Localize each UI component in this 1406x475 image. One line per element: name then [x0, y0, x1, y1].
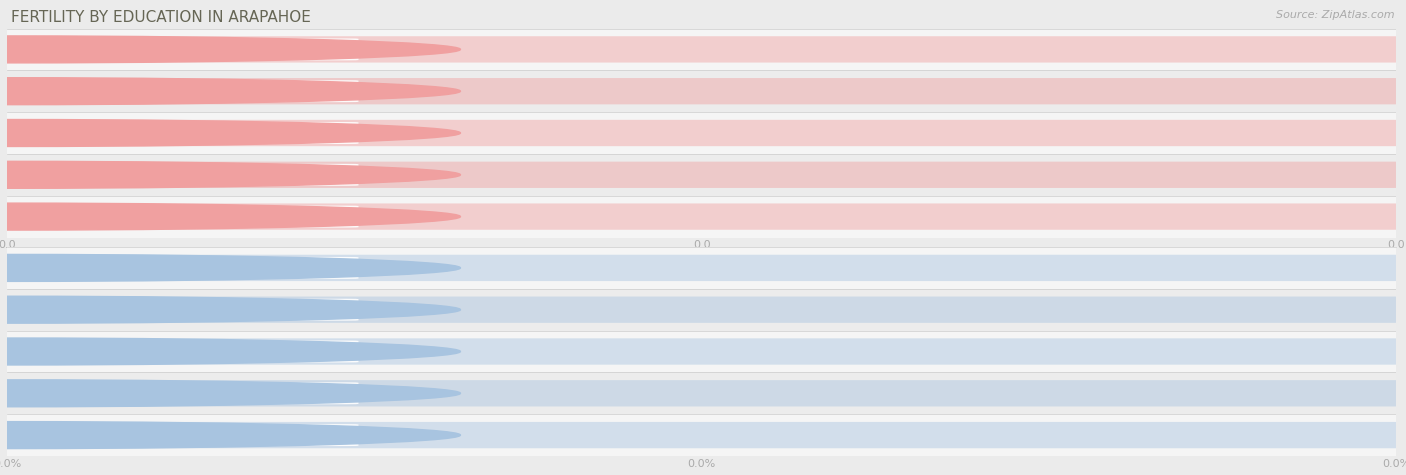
- Text: College or Associate's Degree: College or Associate's Degree: [120, 128, 269, 138]
- Circle shape: [0, 380, 460, 407]
- Text: FERTILITY BY EDUCATION IN ARAPAHOE: FERTILITY BY EDUCATION IN ARAPAHOE: [11, 10, 311, 25]
- Bar: [7, 247, 1396, 289]
- Circle shape: [0, 78, 460, 104]
- Text: 0.0: 0.0: [382, 44, 401, 55]
- FancyBboxPatch shape: [31, 38, 359, 60]
- FancyBboxPatch shape: [6, 203, 1400, 230]
- Text: High School Diploma: High School Diploma: [142, 86, 246, 96]
- Text: Bachelor's Degree: Bachelor's Degree: [149, 388, 240, 399]
- Bar: [7, 112, 1396, 154]
- Bar: [7, 28, 1396, 70]
- Text: College or Associate's Degree: College or Associate's Degree: [120, 346, 269, 357]
- FancyBboxPatch shape: [6, 296, 1400, 323]
- FancyBboxPatch shape: [31, 206, 359, 228]
- FancyBboxPatch shape: [6, 255, 1400, 281]
- Bar: [7, 289, 1396, 331]
- Circle shape: [0, 422, 460, 448]
- Text: 0.0: 0.0: [382, 128, 401, 138]
- FancyBboxPatch shape: [6, 380, 1400, 407]
- Bar: [7, 414, 1396, 456]
- Text: Source: ZipAtlas.com: Source: ZipAtlas.com: [1277, 10, 1395, 19]
- Circle shape: [0, 338, 460, 365]
- Circle shape: [0, 296, 460, 323]
- Bar: [7, 196, 1396, 238]
- FancyBboxPatch shape: [6, 422, 1400, 448]
- FancyBboxPatch shape: [6, 120, 1400, 146]
- Text: 0.0%: 0.0%: [382, 388, 411, 399]
- FancyBboxPatch shape: [31, 257, 359, 279]
- Text: Graduate Degree: Graduate Degree: [152, 430, 238, 440]
- Text: Graduate Degree: Graduate Degree: [152, 211, 238, 222]
- FancyBboxPatch shape: [31, 164, 359, 186]
- FancyBboxPatch shape: [31, 341, 359, 362]
- FancyBboxPatch shape: [31, 80, 359, 102]
- Circle shape: [0, 162, 460, 188]
- Text: 0.0%: 0.0%: [382, 304, 411, 315]
- Text: 0.0: 0.0: [382, 211, 401, 222]
- Text: 0.0%: 0.0%: [382, 346, 411, 357]
- FancyBboxPatch shape: [6, 78, 1400, 104]
- Bar: [7, 154, 1396, 196]
- Text: Less than High School: Less than High School: [139, 263, 250, 273]
- Bar: [7, 70, 1396, 112]
- FancyBboxPatch shape: [31, 424, 359, 446]
- FancyBboxPatch shape: [6, 338, 1400, 365]
- Circle shape: [0, 255, 460, 281]
- FancyBboxPatch shape: [6, 36, 1400, 63]
- Text: Bachelor's Degree: Bachelor's Degree: [149, 170, 240, 180]
- Text: 0.0%: 0.0%: [382, 263, 411, 273]
- Text: 0.0: 0.0: [382, 86, 401, 96]
- Text: Less than High School: Less than High School: [139, 44, 250, 55]
- FancyBboxPatch shape: [31, 382, 359, 404]
- FancyBboxPatch shape: [6, 162, 1400, 188]
- Text: High School Diploma: High School Diploma: [142, 304, 246, 315]
- Circle shape: [0, 120, 460, 146]
- Circle shape: [0, 36, 460, 63]
- Circle shape: [0, 203, 460, 230]
- Bar: [7, 372, 1396, 414]
- FancyBboxPatch shape: [31, 122, 359, 144]
- Text: 0.0: 0.0: [382, 170, 401, 180]
- FancyBboxPatch shape: [31, 299, 359, 321]
- Text: 0.0%: 0.0%: [382, 430, 411, 440]
- Bar: [7, 331, 1396, 372]
